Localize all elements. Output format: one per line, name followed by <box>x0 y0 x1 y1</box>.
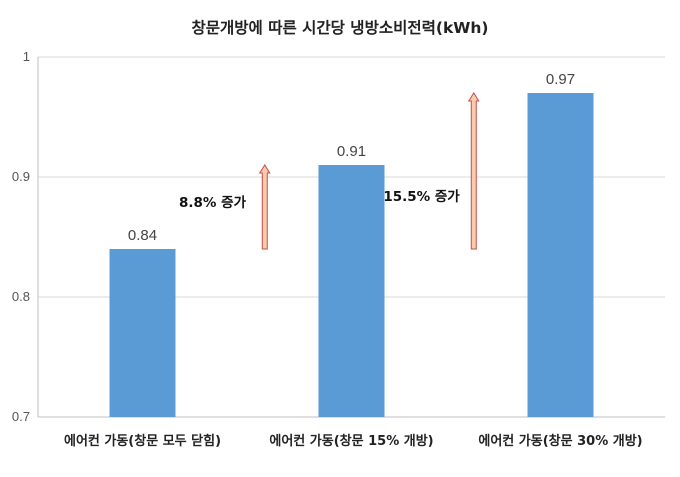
y-tick-label: 0.9 <box>12 169 30 184</box>
bar <box>109 249 176 417</box>
increase-annotation: 8.8% 증가 <box>179 195 247 211</box>
data-label: 0.91 <box>337 143 366 160</box>
data-label: 0.84 <box>128 227 157 244</box>
increase-annotation: 15.5% 증가 <box>383 189 460 205</box>
chart-title: 창문개방에 따른 시간당 냉방소비전력(kWh) <box>192 18 489 37</box>
x-tick-label: 에어컨 가동(창문 30% 개방) <box>478 433 642 449</box>
y-tick-label: 1 <box>23 49 30 64</box>
increase-arrow <box>467 92 480 250</box>
bar <box>318 165 385 417</box>
y-tick-label: 0.8 <box>12 289 30 304</box>
y-tick-label: 0.7 <box>12 409 30 424</box>
data-label: 0.97 <box>546 71 575 88</box>
increase-arrow <box>258 164 271 250</box>
bar <box>527 93 594 417</box>
x-tick-label: 에어컨 가동(창문 15% 개방) <box>269 433 433 449</box>
x-tick-label: 에어컨 가동(창문 모두 닫힘) <box>64 433 221 449</box>
